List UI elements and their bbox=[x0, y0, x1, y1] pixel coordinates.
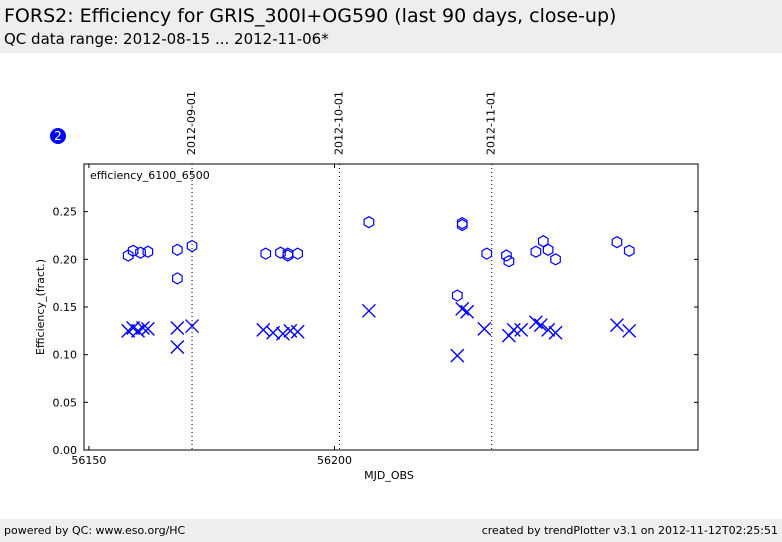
page-title: FORS2: Efficiency for GRIS_300I+OG590 (l… bbox=[4, 5, 617, 27]
data-points-layer bbox=[121, 216, 637, 363]
hexagon-data-point bbox=[611, 236, 623, 249]
hexagon-data-point bbox=[503, 255, 515, 268]
plot-number-badge: 2 bbox=[50, 128, 66, 144]
hexagon-data-point bbox=[186, 239, 198, 253]
hexagon-data-point bbox=[363, 216, 375, 229]
cross-data-point bbox=[185, 319, 200, 334]
footer-timestamp: created by trendPlotter v3.1 on 2012-11-… bbox=[481, 524, 778, 537]
cross-data-point bbox=[506, 322, 521, 337]
y-tick-label: 0.20 bbox=[53, 253, 78, 266]
cross-data-point bbox=[275, 326, 290, 341]
x-tick-label: 56150 bbox=[71, 454, 106, 467]
panel-label: efficiency_6100_6500 bbox=[90, 169, 210, 182]
cross-data-point bbox=[170, 340, 185, 355]
hexagon-data-point bbox=[456, 216, 468, 230]
hexagon-data-point bbox=[542, 243, 554, 256]
cross-data-point bbox=[140, 321, 155, 336]
hexagon-data-point bbox=[550, 253, 561, 266]
hexagon-data-point bbox=[135, 246, 146, 259]
date-marker-layer: 2012-09-01 2012-10-01 2012-11-01 bbox=[185, 91, 498, 450]
hexagon-data-point bbox=[530, 245, 542, 258]
cross-data-point bbox=[514, 322, 529, 337]
cross-data-point bbox=[477, 321, 492, 336]
y-tick-label: 0.25 bbox=[53, 206, 78, 219]
date-marker-label: 2012-09-01 bbox=[185, 91, 198, 155]
cross-data-point bbox=[256, 322, 271, 337]
page-subtitle: QC data range: 2012-08-15 ... 2012-11-06… bbox=[4, 30, 329, 48]
x-axis-label: MJD_OBS bbox=[364, 469, 414, 482]
y-tick-label: 0.00 bbox=[53, 444, 78, 457]
header-bar: FORS2: Efficiency for GRIS_300I+OG590 (l… bbox=[0, 0, 782, 53]
footer-bar: powered by QC: www.eso.org/HC created by… bbox=[0, 519, 782, 542]
cross-data-point bbox=[533, 318, 548, 333]
y-axis-label: Efficiency_(fract.) bbox=[34, 259, 47, 355]
y-tick-label: 0.05 bbox=[53, 396, 78, 409]
cross-data-point bbox=[541, 322, 556, 337]
cross-data-point bbox=[361, 303, 376, 318]
y-tick-label: 0.10 bbox=[53, 349, 78, 362]
hexagon-data-point bbox=[122, 249, 134, 262]
plot-area bbox=[83, 163, 699, 451]
y-tick-label: 0.15 bbox=[53, 301, 78, 314]
cross-data-point bbox=[290, 324, 305, 339]
hexagon-data-point bbox=[260, 247, 272, 260]
hexagon-data-point bbox=[142, 245, 154, 258]
cross-data-point bbox=[609, 318, 624, 333]
hexagon-data-point bbox=[172, 243, 183, 256]
cross-data-point bbox=[460, 304, 475, 319]
hexagon-data-point bbox=[451, 289, 463, 302]
hexagon-data-point bbox=[501, 249, 512, 262]
hexagon-data-point bbox=[623, 244, 635, 257]
hexagon-data-point bbox=[481, 247, 493, 260]
x-tick-label: 56200 bbox=[317, 454, 352, 467]
hexagon-data-point bbox=[172, 272, 183, 285]
cross-data-point bbox=[622, 323, 637, 338]
axis-ticks-layer: 0.00 0.05 0.10 0.15 0.20 0.25 56150 56200 bbox=[53, 164, 698, 467]
date-marker-label: 2012-11-01 bbox=[485, 91, 498, 155]
date-marker-label: 2012-10-01 bbox=[332, 91, 345, 155]
cross-data-point bbox=[170, 320, 185, 335]
cross-data-point bbox=[548, 325, 563, 340]
footer-credit: powered by QC: www.eso.org/HC bbox=[4, 524, 186, 537]
hexagon-data-point bbox=[292, 247, 303, 260]
cross-data-point bbox=[450, 348, 465, 363]
cross-data-point bbox=[135, 320, 150, 335]
